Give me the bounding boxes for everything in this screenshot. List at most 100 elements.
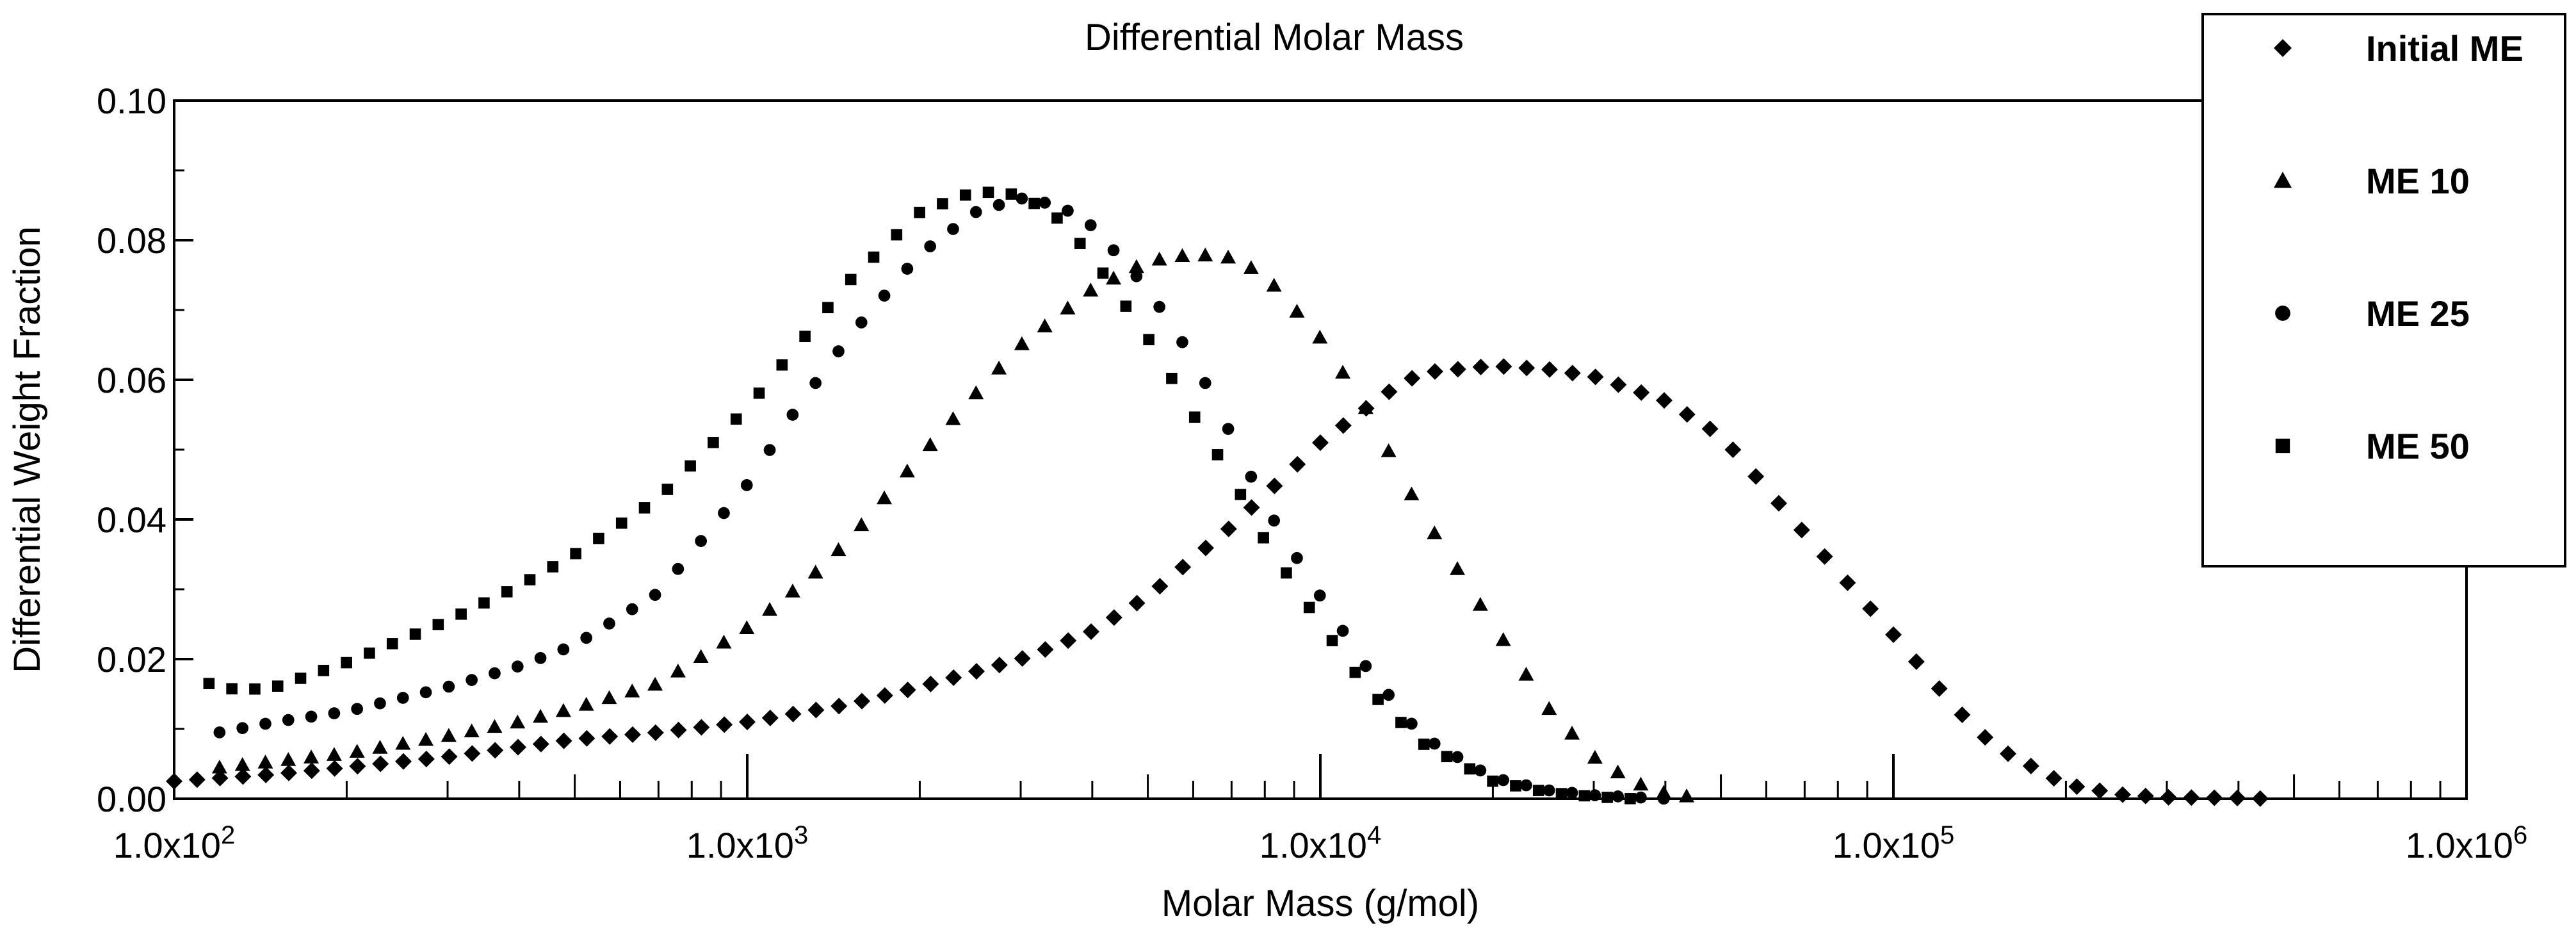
data-point [822, 302, 834, 314]
legend-item: ME 50 [2275, 426, 2470, 466]
data-point [489, 667, 501, 680]
data-point [2160, 788, 2177, 806]
data-point [578, 697, 594, 711]
data-point [534, 652, 547, 664]
data-point [1014, 649, 1031, 667]
data-point [716, 716, 733, 733]
data-point [1770, 494, 1787, 512]
data-point [1624, 793, 1636, 804]
data-point [718, 507, 730, 519]
data-point [693, 649, 709, 664]
data-point [432, 619, 444, 630]
data-point [922, 675, 939, 692]
data-point [1220, 520, 1237, 537]
data-point [1510, 780, 1521, 792]
data-point [395, 735, 411, 750]
data-point [1555, 788, 1567, 799]
data-point [487, 742, 504, 759]
data-point [547, 561, 559, 573]
data-point [991, 361, 1007, 375]
data-point [533, 708, 549, 723]
data-point [1862, 600, 1879, 617]
data-point [1518, 666, 1534, 681]
data-point [1105, 609, 1122, 626]
data-point [466, 674, 478, 686]
data-point [326, 760, 343, 777]
data-point [1601, 792, 1613, 803]
data-point [464, 723, 480, 738]
legend-marker [2275, 438, 2290, 453]
legend: Initial ME ME 10 ME 25 ME 50 [2201, 13, 2566, 567]
data-point [1543, 784, 1555, 797]
data-point [1243, 260, 1259, 274]
chart-title: Differential Molar Mass [1085, 17, 1464, 58]
y-tick-label: 0.06 [97, 360, 166, 400]
data-point [386, 638, 398, 649]
data-point [992, 199, 1005, 211]
data-point [1303, 601, 1315, 614]
data-point [418, 731, 434, 746]
data-point [1908, 653, 1925, 670]
data-point [257, 755, 273, 769]
data-point [487, 719, 503, 733]
data-point [1166, 372, 1178, 384]
data-point [1541, 361, 1558, 378]
data-point [830, 698, 848, 715]
data-point [2114, 786, 2131, 803]
data-point [1016, 192, 1028, 205]
data-point [1464, 763, 1476, 775]
data-point [1336, 625, 1349, 637]
data-point [364, 647, 375, 659]
data-point [945, 411, 961, 425]
data-point [1051, 212, 1063, 224]
data-point [762, 601, 778, 616]
data-point [807, 564, 823, 579]
legend-item: ME 10 [2274, 161, 2470, 201]
data-point [349, 744, 365, 758]
data-point [249, 683, 261, 695]
data-point [1197, 539, 1214, 557]
data-point [2251, 790, 2269, 807]
data-point [455, 608, 467, 620]
data-point [1120, 300, 1132, 312]
data-point [1472, 597, 1488, 611]
data-point [271, 680, 284, 692]
data-point [1268, 514, 1281, 527]
data-point [1633, 776, 1649, 791]
axis-ticks: 0.00 0.02 0.04 0.06 0.08 0.10 1.0x102 1.0x103 1.… [97, 81, 2527, 865]
data-point [1312, 434, 1329, 452]
data-point [442, 680, 455, 693]
data-point [259, 717, 271, 730]
data-point [166, 772, 182, 790]
data-point [1381, 443, 1397, 457]
series-me-50 [203, 186, 1636, 804]
data-point [1441, 751, 1453, 763]
data-point [1220, 249, 1236, 264]
data-point [1487, 775, 1498, 787]
data-point [464, 745, 481, 762]
data-point [1587, 749, 1603, 764]
data-point [396, 692, 409, 704]
data-point [670, 663, 686, 678]
legend-marker [2275, 306, 2290, 321]
data-point [1037, 318, 1053, 332]
data-point [1151, 251, 1167, 266]
data-point [1532, 785, 1544, 796]
data-point [1211, 449, 1224, 461]
data-point [1060, 300, 1076, 314]
legend-label: Initial ME [2366, 28, 2523, 69]
legend-item: Initial ME [2274, 28, 2523, 69]
data-point [510, 714, 526, 729]
data-point [739, 714, 756, 731]
data-point [1106, 270, 1122, 285]
data-point [1405, 717, 1418, 730]
data-point [188, 771, 206, 788]
data-point [959, 189, 971, 201]
data-point [1245, 470, 1258, 483]
data-point [395, 753, 412, 770]
data-point [1083, 623, 1099, 641]
data-point [441, 728, 457, 742]
data-point [868, 251, 880, 263]
data-point [1326, 635, 1338, 646]
